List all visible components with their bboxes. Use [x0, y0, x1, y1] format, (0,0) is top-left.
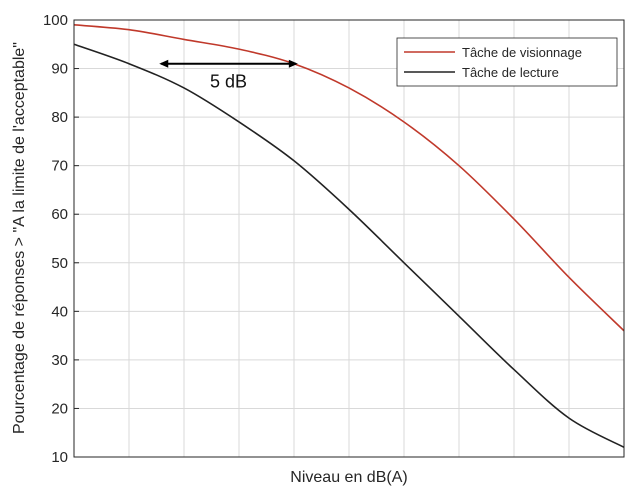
y-tick-label: 30 — [51, 352, 68, 369]
y-axis-ticks: 10 20 30 40 50 60 70 80 90 100 — [43, 12, 79, 466]
y-tick-label: 50 — [51, 255, 68, 272]
annotation: 5 dB — [159, 59, 298, 92]
y-axis-label: Pourcentage de réponses > "A la limite d… — [11, 42, 28, 434]
annotation-label: 5 dB — [210, 72, 247, 92]
y-tick-label: 60 — [51, 206, 68, 223]
grid — [74, 20, 624, 457]
y-tick-label: 100 — [43, 12, 68, 29]
series-line-visionnage — [73, 24, 625, 332]
annotation-arrowhead-right — [288, 59, 298, 68]
y-tick-label: 70 — [51, 158, 68, 175]
x-axis-label: Niveau en dB(A) — [290, 469, 407, 486]
series-lines — [73, 24, 625, 448]
series-line-lecture — [73, 43, 625, 448]
y-tick-label: 10 — [51, 449, 68, 466]
annotation-arrowhead-left — [159, 59, 169, 68]
legend-box — [396, 37, 618, 87]
y-tick-label: 80 — [51, 109, 68, 126]
y-tick-label: 20 — [51, 400, 68, 417]
legend-label-lecture: Tâche de lecture — [462, 65, 559, 80]
y-tick-label: 90 — [51, 61, 68, 78]
y-tick-label: 40 — [51, 303, 68, 320]
legend-label-visionnage: Tâche de visionnage — [462, 45, 582, 60]
legend: Tâche de visionnage Tâche de lecture — [396, 37, 618, 87]
plot-frame — [73, 19, 625, 458]
